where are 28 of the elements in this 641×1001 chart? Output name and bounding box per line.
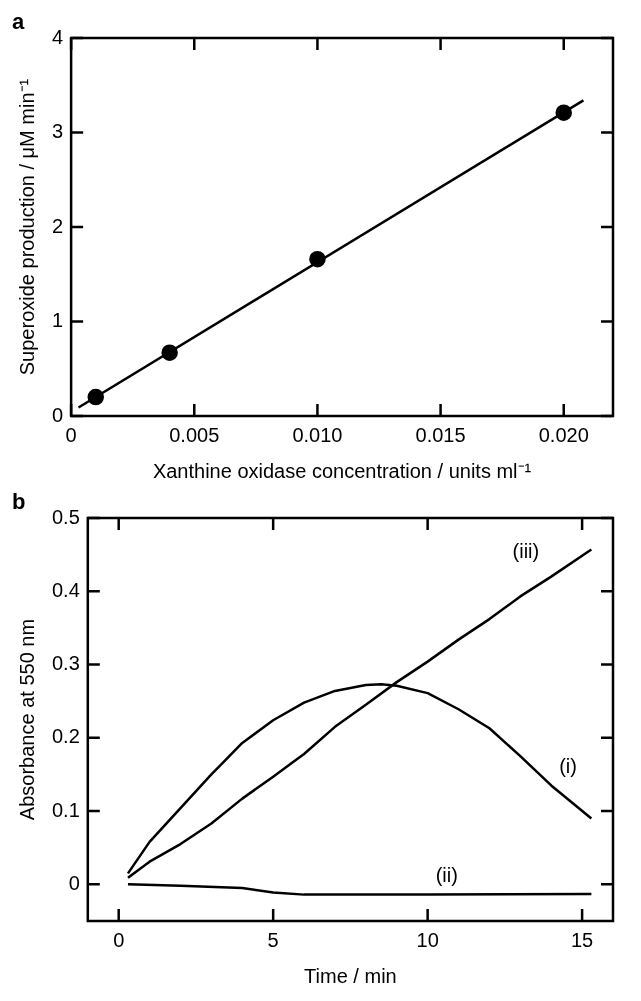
y-tick-label: 1 (52, 309, 64, 332)
x-tick-label: 10 (416, 928, 439, 951)
x-tick-label: 0.020 (538, 423, 589, 446)
y-tick-label: 0.1 (51, 798, 80, 821)
x-tick-label: 0.010 (292, 423, 343, 446)
x-tick-label: 0.005 (169, 423, 220, 446)
x-axis-title: Xanthine oxidase concentration / units ml⁻¹ (152, 459, 532, 482)
y-tick-label: 0.2 (51, 725, 80, 748)
y-tick-label: 0.5 (51, 505, 80, 528)
y-tick-label: 3 (52, 120, 64, 143)
y-tick-label: 0 (68, 871, 80, 894)
chart-title: b (12, 489, 26, 515)
x-tick-label: 0.015 (415, 423, 466, 446)
x-axis-title: Time / min (304, 964, 397, 987)
y-axis-title: Superoxide production / μM min⁻¹ (15, 78, 38, 376)
y-tick-label: 0 (52, 403, 64, 426)
x-tick-label: 5 (267, 928, 279, 951)
y-tick-label: 0.3 (51, 652, 80, 675)
series-label: (iii) (512, 540, 540, 563)
y-tick-label: 0.4 (51, 578, 80, 601)
series-label: (ii) (435, 864, 458, 887)
y-tick-label: 4 (52, 25, 64, 48)
x-tick-label: 15 (570, 928, 594, 951)
x-tick-label: 0 (113, 928, 125, 951)
series-label: (i) (559, 754, 577, 777)
y-axis-title: Absorbance at 550 nm (15, 618, 38, 821)
y-tick-label: 2 (52, 214, 64, 237)
chart-title: a (12, 9, 25, 35)
